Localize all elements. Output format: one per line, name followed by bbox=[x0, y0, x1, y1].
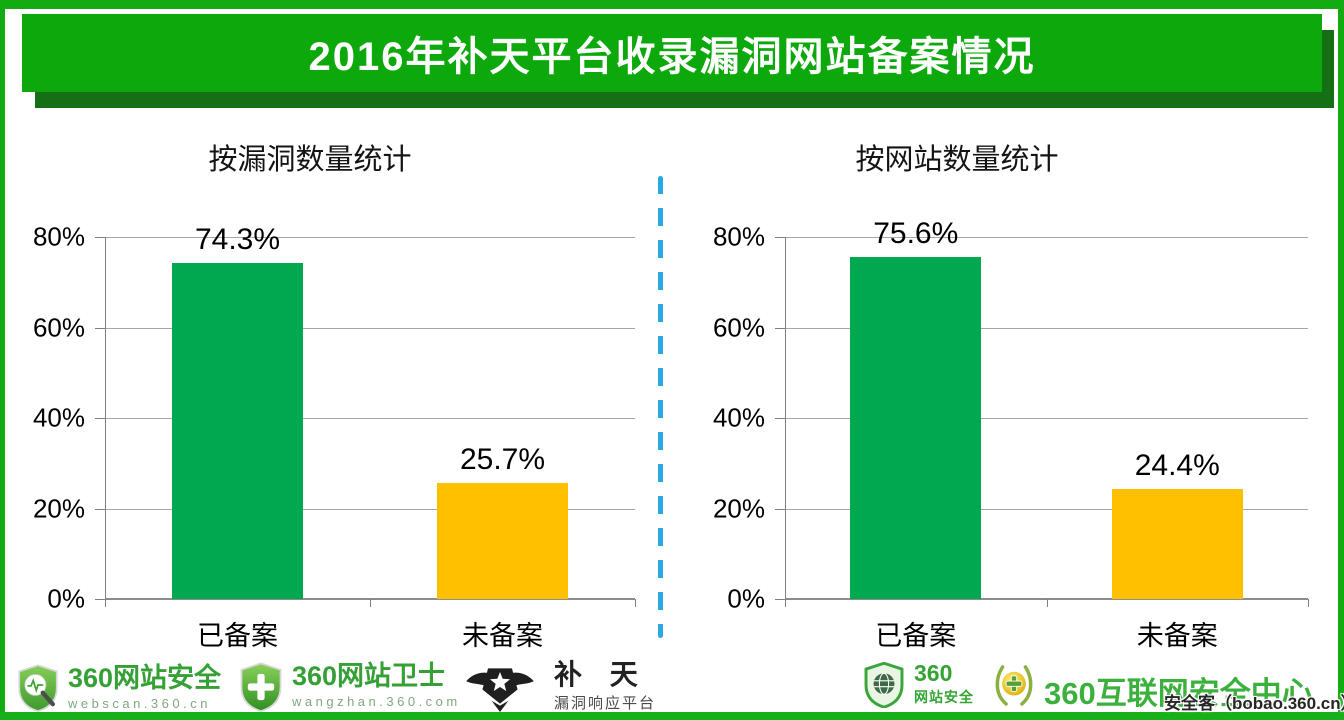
ytick-40-by-vulnerability-count bbox=[95, 418, 105, 419]
category-label-registered-by-vulnerability-count: 已备案 bbox=[197, 621, 278, 651]
gridline-60-by-vulnerability-count bbox=[105, 327, 635, 329]
logo-360-wangzhan: 360网站卫士 wangzhan.360.com bbox=[238, 662, 461, 712]
laurel-wreath-icon bbox=[995, 665, 1033, 706]
bar-unregistered-by-vulnerability-count bbox=[437, 482, 568, 599]
chart-title-by-website-count: 按网站数量统计 bbox=[855, 144, 1059, 176]
gridline-80-by-vulnerability-count bbox=[105, 237, 635, 238]
ytick-0-by-website-count bbox=[775, 599, 785, 600]
xtick-2-by-vulnerability-count bbox=[635, 599, 636, 607]
logo-360-site-security: 360 网站安全 bbox=[862, 662, 974, 708]
bar-value-unregistered-by-website-count: 24.4% bbox=[1134, 448, 1220, 482]
gridline-20-by-vulnerability-count bbox=[105, 508, 635, 510]
gridline-40-by-website-count bbox=[785, 418, 1308, 419]
border-strip-left bbox=[0, 0, 5, 720]
ylabel-80-by-vulnerability-count: 80% bbox=[32, 221, 85, 252]
ylabel-60-by-vulnerability-count: 60% bbox=[32, 312, 85, 342]
ylabel-40-by-vulnerability-count: 40% bbox=[32, 402, 85, 433]
wangzhan-title: 360网站卫士 bbox=[292, 661, 446, 691]
webscan-shield-magnifier-icon bbox=[18, 664, 58, 712]
butian-star-wings-icon bbox=[466, 668, 534, 712]
ytick-80-by-vulnerability-count bbox=[95, 237, 105, 238]
gridline-40-by-vulnerability-count bbox=[105, 418, 635, 419]
site-security-label: 网站安全 bbox=[914, 689, 974, 705]
ytick-60-by-vulnerability-count bbox=[95, 327, 105, 329]
category-label-registered-by-website-count: 已备案 bbox=[875, 621, 957, 651]
category-label-unregistered-by-website-count: 未备案 bbox=[1136, 621, 1218, 651]
wangzhan-shield-cross-icon bbox=[240, 662, 282, 712]
category-label-unregistered-by-vulnerability-count: 未备案 bbox=[462, 621, 543, 651]
ytick-20-by-website-count bbox=[775, 508, 785, 510]
border-strip-bottom bbox=[0, 712, 1344, 720]
webscan-url: webscan.360.cn bbox=[68, 696, 211, 712]
bar-unregistered-by-website-count bbox=[1111, 488, 1243, 599]
gridline-20-by-website-count bbox=[785, 508, 1308, 510]
ylabel-0-by-website-count: 0% bbox=[727, 583, 765, 614]
security-center-title: 360互联网安全中心 bbox=[1044, 676, 1313, 711]
bar-value-registered-by-vulnerability-count: 74.3% bbox=[194, 222, 281, 256]
ylabel-20-by-vulnerability-count: 20% bbox=[32, 493, 85, 523]
butian-title: 补 天 bbox=[554, 659, 648, 690]
ylabel-40-by-website-count: 40% bbox=[712, 402, 765, 433]
ylabel-0-by-vulnerability-count: 0% bbox=[47, 583, 85, 614]
butian-subtitle: 漏洞响应平台 bbox=[554, 695, 657, 713]
border-strip-right bbox=[1338, 0, 1344, 720]
logo-360-webscan: 360网站安全 webscan.360.cn bbox=[16, 664, 221, 712]
ytick-80-by-website-count bbox=[775, 237, 785, 238]
gridline-60-by-website-count bbox=[785, 327, 1308, 329]
site-security-360: 360 bbox=[914, 660, 953, 686]
ytick-40-by-website-count bbox=[775, 418, 785, 419]
xtick-0-by-vulnerability-count bbox=[105, 599, 106, 607]
banner: 2016年补天平台收录漏洞网站备案情况 bbox=[22, 14, 1322, 92]
wangzhan-url: wangzhan.360.com bbox=[292, 694, 461, 710]
webscan-title: 360网站安全 bbox=[68, 663, 222, 693]
xtick-0-by-website-count bbox=[785, 599, 786, 607]
xtick-1-by-vulnerability-count bbox=[370, 599, 371, 607]
ytick-60-by-website-count bbox=[775, 327, 785, 329]
logo-360-security-center: 360互联网安全中心 bbox=[992, 660, 1313, 713]
bar-registered-by-website-count bbox=[850, 256, 982, 599]
ylabel-80-by-website-count: 80% bbox=[712, 221, 765, 252]
border-strip-top bbox=[0, 0, 1344, 9]
bar-registered-by-vulnerability-count bbox=[172, 262, 303, 599]
shield-globe-icon bbox=[864, 662, 904, 708]
gridline-80-by-website-count bbox=[785, 237, 1308, 238]
y-axis-by-vulnerability-count bbox=[105, 237, 106, 607]
ytick-20-by-vulnerability-count bbox=[95, 508, 105, 510]
watermark-anquanke: 安全客（bobao.360.cn） bbox=[1164, 694, 1344, 713]
y-axis-by-website-count bbox=[785, 237, 786, 607]
chart-title-by-vulnerability-count: 按漏洞数量统计 bbox=[208, 144, 412, 176]
bar-value-registered-by-website-count: 75.6% bbox=[873, 216, 959, 250]
xtick-2-by-website-count bbox=[1308, 599, 1309, 607]
xtick-1-by-website-count bbox=[1046, 599, 1048, 607]
divider-dashed-line bbox=[658, 176, 663, 638]
logo-butian: 补 天 漏洞响应平台 bbox=[456, 660, 656, 713]
ylabel-60-by-website-count: 60% bbox=[712, 312, 765, 342]
ytick-0-by-vulnerability-count bbox=[95, 599, 105, 600]
bar-value-unregistered-by-vulnerability-count: 25.7% bbox=[459, 442, 546, 476]
ylabel-20-by-website-count: 20% bbox=[712, 493, 765, 523]
page-title: 2016年补天平台收录漏洞网站备案情况 bbox=[308, 35, 1036, 79]
